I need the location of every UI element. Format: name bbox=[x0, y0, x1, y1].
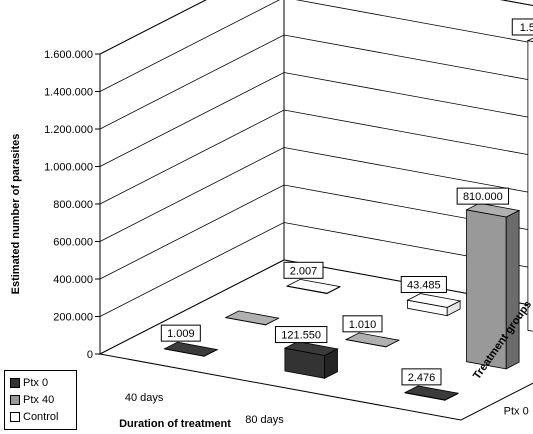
data-label-box bbox=[274, 326, 328, 344]
legend: Ptx 0 Ptx 40 Control bbox=[4, 370, 77, 430]
legend-swatch bbox=[10, 394, 20, 405]
data-label: 1.545.000 bbox=[511, 18, 533, 36]
bar-top-face bbox=[285, 278, 342, 294]
data-label-text: 810.000 bbox=[463, 191, 503, 203]
data-label: 43.485 bbox=[400, 276, 447, 294]
bar-ptx-0-3 bbox=[403, 385, 460, 401]
data-label-box bbox=[342, 315, 383, 333]
bar-ptx-0-1 bbox=[163, 341, 219, 357]
data-label-text: 121.550 bbox=[281, 330, 321, 342]
data-label-box bbox=[400, 276, 447, 294]
bar-top-face bbox=[526, 37, 533, 42]
y-tick-label: 1.600.000 bbox=[44, 49, 93, 61]
gridline bbox=[99, 34, 533, 130]
data-label: 121.550 bbox=[274, 326, 328, 344]
data-label-box bbox=[511, 18, 533, 36]
data-label-text: 2.476 bbox=[408, 372, 436, 384]
bars bbox=[163, 37, 533, 401]
data-label: 2.007 bbox=[283, 261, 324, 279]
y-tick-label: 1.200.000 bbox=[44, 124, 93, 136]
bar-ptx-40-1 bbox=[224, 310, 280, 326]
depth-tick-label: Ptx 0 bbox=[504, 405, 529, 417]
data-label-box bbox=[401, 368, 442, 386]
y-tick-label: 200.000 bbox=[53, 312, 93, 324]
legend-label: Ptx 0 bbox=[23, 376, 49, 389]
bar-side-face bbox=[505, 209, 520, 370]
legend-swatch bbox=[10, 411, 20, 422]
y-tick-label: 600.000 bbox=[53, 237, 93, 249]
y-tick-label: 1.000.000 bbox=[44, 162, 93, 174]
x-tick-label: 80 days bbox=[245, 414, 284, 426]
legend-label: Ptx 40 bbox=[23, 393, 55, 406]
legend-label: Control bbox=[23, 410, 59, 423]
data-label-box bbox=[160, 324, 201, 342]
data-label: 810.000 bbox=[456, 187, 510, 205]
data-labels: 2.007 43.485 1.545.000 1.010 810.000 1.009 121… bbox=[160, 18, 533, 386]
bar-control-2 bbox=[406, 293, 462, 317]
bar-top-face bbox=[283, 341, 339, 356]
bar-top-face bbox=[406, 293, 462, 308]
x-axis-title: Duration of treatment bbox=[119, 418, 231, 430]
data-label-text: 1.010 bbox=[349, 319, 377, 331]
data-label: 1.010 bbox=[342, 315, 383, 333]
bar-control-3 bbox=[526, 37, 533, 332]
bar-top-face bbox=[224, 310, 280, 326]
y-tick-label: 0 bbox=[87, 349, 93, 361]
gridline bbox=[99, 109, 533, 205]
y-tick-label: 800.000 bbox=[53, 199, 93, 211]
bar-ptx-40-2 bbox=[344, 332, 401, 348]
legend-item: Ptx 0 bbox=[10, 374, 76, 391]
gridline bbox=[99, 147, 533, 242]
data-label-box bbox=[283, 261, 324, 279]
gridlines bbox=[99, 0, 533, 317]
gridline bbox=[99, 0, 533, 55]
y-axis-title: Estimated number of parasites bbox=[10, 134, 22, 295]
gridline bbox=[99, 222, 533, 317]
bar-top-face bbox=[403, 385, 460, 401]
data-label-text: 1.545.000 bbox=[520, 22, 533, 34]
gridline bbox=[99, 184, 533, 280]
data-label-text: 43.485 bbox=[407, 280, 441, 292]
gridline bbox=[99, 0, 533, 92]
bar-front-face bbox=[527, 40, 533, 332]
bar-control-1 bbox=[285, 278, 342, 295]
legend-swatch bbox=[10, 377, 20, 388]
data-label: 2.476 bbox=[401, 368, 442, 386]
data-label: 1.009 bbox=[160, 324, 201, 342]
y-tick-label: 1.400.000 bbox=[44, 87, 93, 99]
legend-item: Ptx 40 bbox=[10, 391, 76, 408]
y-axis-ticks: 0 200.000 400.000 600.000 800.000 1.000.000 1.… bbox=[44, 49, 100, 361]
legend-item: Control bbox=[10, 408, 76, 425]
data-label-text: 1.009 bbox=[167, 328, 195, 340]
y-tick-label: 400.000 bbox=[53, 274, 93, 286]
data-label-box bbox=[456, 187, 510, 205]
bar-top-face bbox=[465, 202, 521, 218]
bar-top-face bbox=[163, 341, 219, 357]
data-label-text: 2.007 bbox=[290, 265, 318, 277]
gridline bbox=[99, 72, 533, 167]
bar-ptx-0-2 bbox=[283, 341, 339, 379]
x-tick-label: 40 days bbox=[125, 392, 164, 404]
bar-top-face bbox=[344, 332, 401, 348]
bar-ptx-40-3 bbox=[465, 202, 521, 370]
